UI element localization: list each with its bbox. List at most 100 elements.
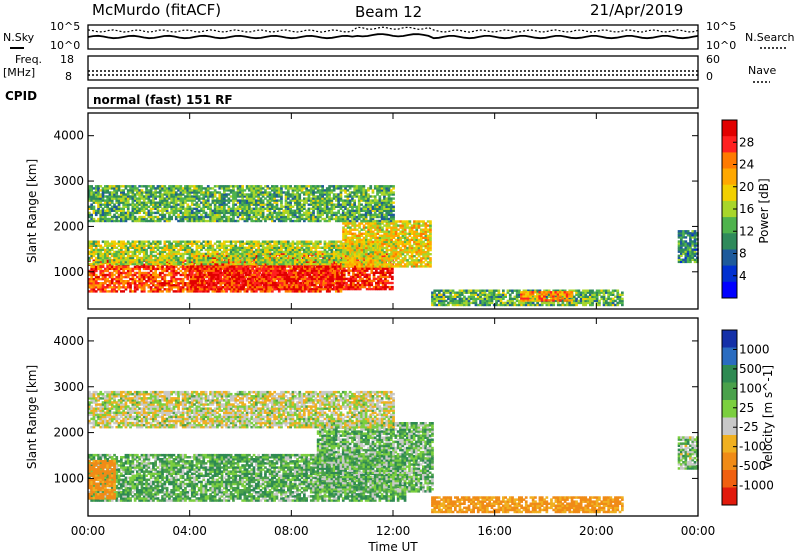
heatmap-cell — [168, 284, 171, 287]
heatmap-cell — [244, 283, 248, 287]
heatmap-cell — [360, 242, 364, 246]
heatmap-cell — [415, 224, 419, 227]
heatmap-cell — [133, 260, 137, 264]
heatmap-cell — [138, 252, 141, 256]
heatmap-cell — [294, 287, 298, 291]
heatmap-cell — [108, 217, 112, 221]
heatmap-cell — [312, 256, 315, 260]
heatmap-cell — [406, 259, 409, 262]
heatmap-cell — [378, 234, 382, 237]
heatmap-cell — [272, 273, 275, 276]
heatmap-cell — [282, 242, 286, 245]
heatmap-cell — [145, 252, 148, 256]
heatmap-cell — [392, 265, 396, 268]
heatmap-cell — [330, 260, 334, 264]
heatmap-cell — [104, 203, 107, 206]
heatmap-cell — [177, 252, 180, 256]
heatmap-cell — [385, 257, 389, 260]
heatmap-cell — [363, 269, 367, 272]
heatmap-cell — [94, 201, 98, 204]
heatmap-cell — [259, 256, 263, 260]
heatmap-cell — [379, 281, 383, 285]
heatmap-cell — [285, 273, 289, 276]
heatmap-cell — [313, 271, 316, 274]
heatmap-cell — [381, 230, 384, 233]
heatmap-cell — [314, 290, 318, 293]
heatmap-cell — [240, 285, 243, 289]
heatmap-cell — [274, 271, 277, 274]
heatmap-cell — [117, 258, 121, 262]
heatmap-cell — [208, 285, 211, 289]
heatmap-cell — [340, 267, 344, 270]
heatmap-cell — [426, 246, 430, 250]
heatmap-cell — [340, 279, 344, 283]
heatmap-cell — [165, 284, 169, 287]
heatmap-cell — [371, 250, 375, 254]
heatmap-cell — [360, 255, 364, 258]
heatmap-cell — [300, 258, 304, 262]
heatmap-cell — [205, 279, 209, 283]
heatmap-cell — [193, 258, 196, 262]
heatmap-cell — [320, 275, 323, 279]
heatmap-cell — [149, 254, 153, 258]
heatmap-cell — [110, 252, 114, 256]
heatmap-cell — [275, 244, 279, 247]
heatmap-cell — [97, 201, 100, 204]
heatmap-cell — [308, 279, 312, 283]
heatmap-cell — [133, 248, 137, 252]
heatmap-cell — [181, 265, 185, 269]
heatmap-cell — [322, 267, 325, 270]
heatmap-cell — [288, 287, 291, 291]
heatmap-cell — [149, 267, 153, 271]
heatmap-cell — [88, 189, 91, 192]
heatmap-cell — [320, 271, 323, 274]
heatmap-cell — [346, 248, 350, 252]
heatmap-cell — [226, 273, 229, 276]
heatmap-cell — [415, 261, 419, 264]
heatmap-cell — [206, 258, 210, 262]
heatmap-cell — [179, 240, 183, 243]
heatmap-cell — [383, 257, 386, 260]
heatmap-cell — [179, 252, 183, 256]
heatmap-cell — [110, 191, 114, 194]
heatmap-cell — [172, 244, 176, 247]
heatmap-cell — [108, 267, 112, 271]
heatmap-cell — [94, 193, 98, 196]
heatmap-cell — [97, 254, 100, 258]
heatmap-cell — [177, 250, 180, 254]
heatmap-cell — [308, 283, 312, 287]
heatmap-cell — [189, 281, 193, 285]
heatmap-cell — [177, 290, 180, 293]
heatmap-cell — [163, 254, 167, 258]
heatmap-cell — [161, 252, 164, 256]
heatmap-cell — [174, 280, 178, 283]
heatmap-cell — [122, 284, 125, 287]
heatmap-cell — [303, 290, 306, 293]
heatmap-cell — [101, 209, 105, 212]
heatmap-cell — [253, 275, 257, 279]
heatmap-cell — [131, 273, 135, 277]
heatmap-cell — [88, 282, 91, 285]
heatmap-cell — [386, 275, 390, 279]
heatmap-cell — [276, 269, 280, 272]
heatmap-cell — [381, 279, 385, 283]
heatmap-cell — [170, 273, 173, 277]
heatmap-cell — [394, 244, 398, 248]
heatmap-cell — [372, 285, 376, 289]
heatmap-cell — [419, 228, 423, 231]
heatmap-cell — [268, 260, 272, 264]
heatmap-cell — [306, 283, 309, 287]
heatmap-cell — [422, 261, 425, 264]
heatmap-cell — [392, 242, 396, 246]
heatmap-cell — [220, 250, 224, 254]
heatmap-cell — [358, 224, 361, 227]
heatmap-cell — [369, 224, 373, 227]
heatmap-cell — [408, 242, 412, 246]
heatmap-cell — [120, 197, 123, 200]
heatmap-cell — [397, 224, 400, 227]
heatmap-cell — [355, 240, 359, 244]
heatmap-cell — [129, 277, 132, 281]
heatmap-cell — [317, 269, 321, 272]
heatmap-cell — [88, 280, 91, 283]
heatmap-cell — [365, 287, 369, 291]
